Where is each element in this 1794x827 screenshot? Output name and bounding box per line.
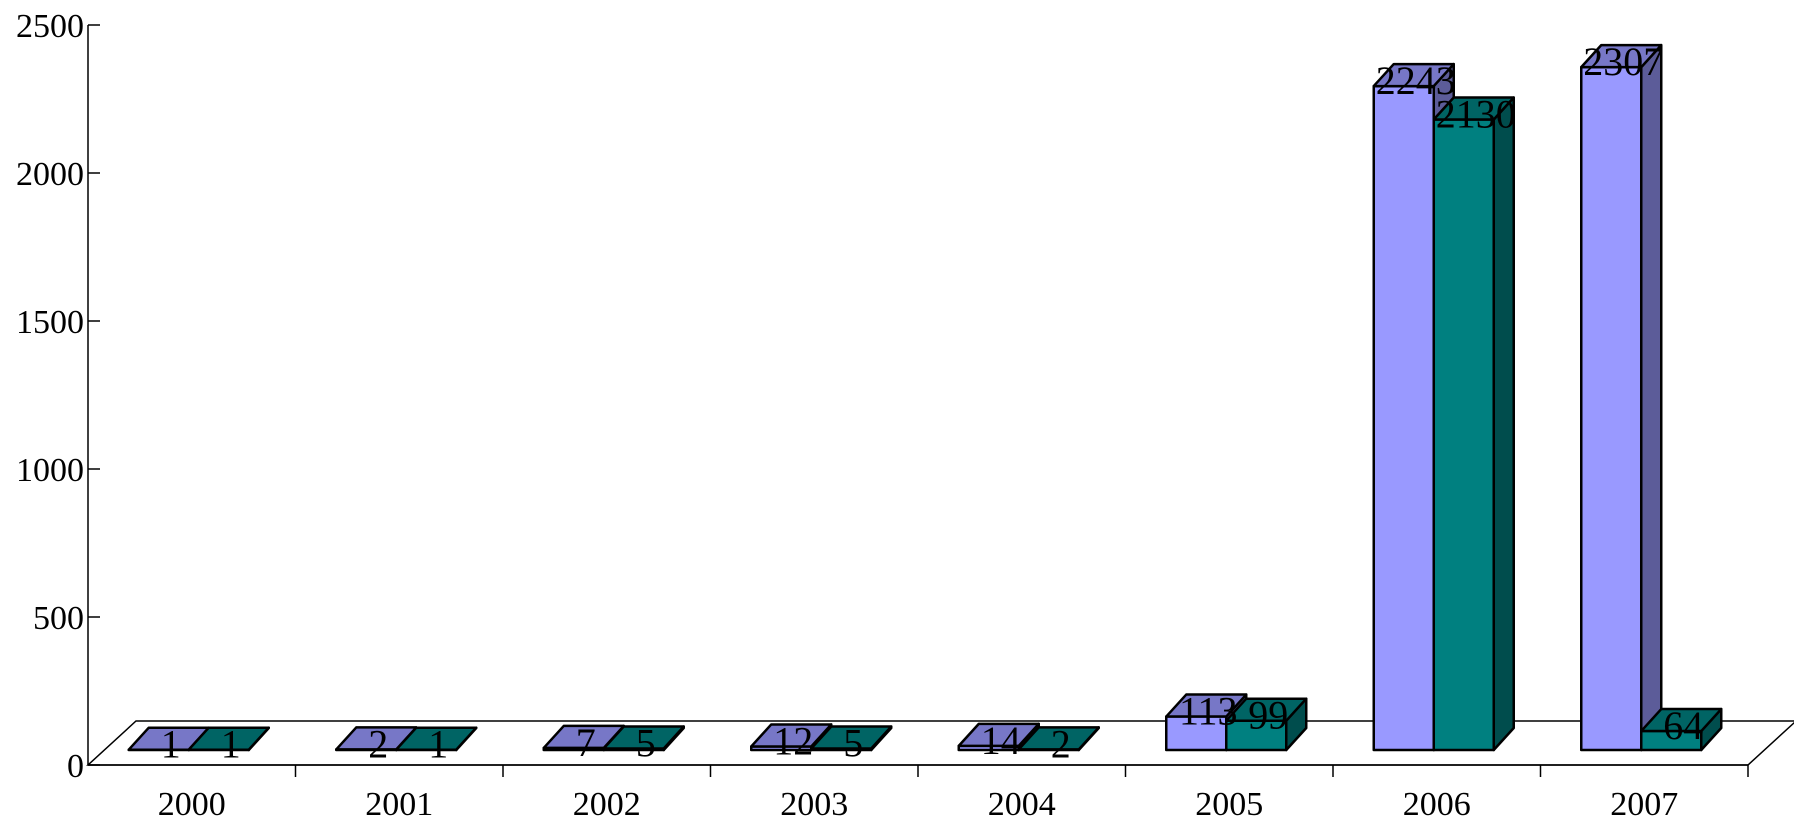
y-tick-label: 2500	[16, 8, 84, 45]
x-tick-label: 2007	[1610, 786, 1678, 823]
y-tick-label: 1500	[16, 304, 84, 341]
data-label: 5	[843, 721, 863, 766]
x-tick-label: 2005	[1195, 786, 1263, 823]
data-label: 113	[1179, 689, 1238, 734]
data-label: 2	[1051, 721, 1071, 766]
bar-side-face	[1494, 98, 1514, 750]
bar-front-face	[1374, 86, 1434, 750]
bar-front-face	[1434, 120, 1494, 750]
y-tick-label: 1000	[16, 452, 84, 489]
data-label: 1	[161, 722, 181, 767]
data-label: 7	[576, 720, 596, 765]
bar-front-face	[1581, 67, 1641, 750]
y-tick-label: 2000	[16, 156, 84, 193]
data-label: 2	[368, 721, 388, 766]
data-label: 99	[1248, 693, 1288, 738]
x-tick-label: 2002	[573, 786, 641, 823]
chart-bars	[129, 45, 1722, 750]
data-label: 64	[1663, 703, 1703, 748]
data-label: 14	[981, 718, 1021, 763]
data-label: 2307	[1583, 39, 1663, 84]
data-label: 1	[428, 722, 448, 767]
data-label: 12	[773, 718, 813, 763]
data-label: 5	[636, 721, 656, 766]
bar-side-face	[1641, 45, 1661, 750]
x-tick-label: 2006	[1403, 786, 1471, 823]
y-tick-label: 0	[67, 748, 84, 785]
x-tick-label: 2003	[780, 786, 848, 823]
x-tick-label: 2000	[158, 786, 226, 823]
x-tick-label: 2001	[365, 786, 433, 823]
bar	[1434, 98, 1514, 750]
y-tick-label: 500	[33, 600, 84, 637]
x-tick-label: 2004	[988, 786, 1056, 823]
bar	[1581, 45, 1661, 750]
data-label: 2130	[1436, 92, 1516, 137]
data-label: 1	[221, 722, 241, 767]
